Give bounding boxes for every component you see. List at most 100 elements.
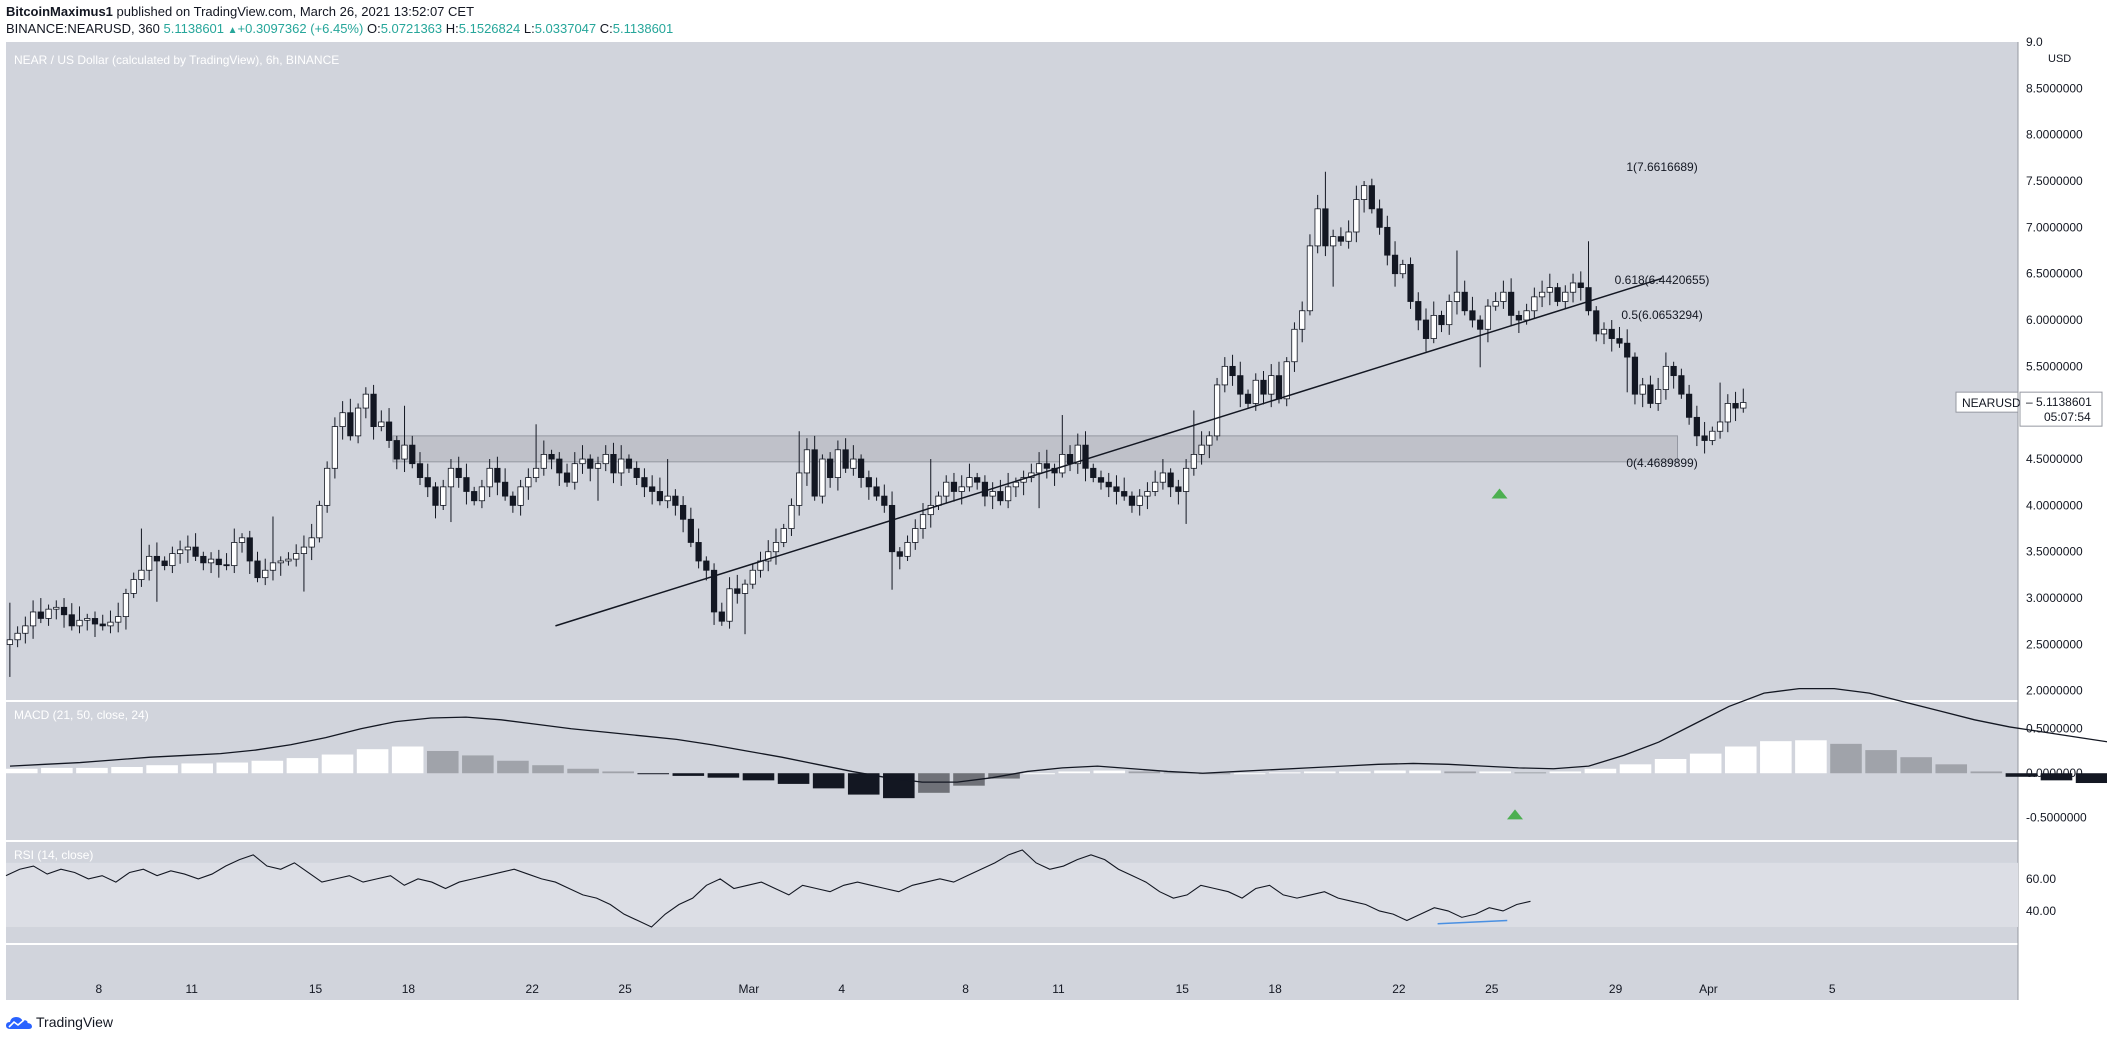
candle-body[interactable] <box>1662 365 1670 390</box>
candle-body[interactable] <box>486 467 493 488</box>
candle-body[interactable] <box>1655 389 1662 404</box>
candle-body[interactable] <box>393 440 400 460</box>
candle-body[interactable] <box>1686 393 1693 418</box>
candle-body[interactable] <box>517 486 524 506</box>
candle-body[interactable] <box>649 486 656 492</box>
candle-body[interactable] <box>1430 314 1437 339</box>
candle-body[interactable] <box>161 560 168 567</box>
candle-body[interactable] <box>1183 467 1190 492</box>
candle-body[interactable] <box>1345 231 1352 242</box>
candle-body[interactable] <box>1461 291 1468 312</box>
candle-body[interactable] <box>1299 310 1306 330</box>
candle-body[interactable] <box>1554 287 1561 302</box>
candle-body[interactable] <box>726 588 733 622</box>
candle-body[interactable] <box>293 553 300 560</box>
candle-body[interactable] <box>316 504 323 539</box>
candle-body[interactable] <box>796 472 803 506</box>
candle-body[interactable] <box>943 481 950 497</box>
candle-body[interactable] <box>362 393 369 409</box>
candle-body[interactable] <box>1740 402 1747 409</box>
candle-body[interactable] <box>285 558 292 562</box>
candle-body[interactable] <box>138 569 145 580</box>
candle-body[interactable] <box>370 393 377 428</box>
candle-body[interactable] <box>1384 226 1391 256</box>
candle-body[interactable] <box>1415 301 1422 321</box>
candle-body[interactable] <box>1175 486 1182 492</box>
candle-body[interactable] <box>200 555 207 564</box>
candle-body[interactable] <box>734 588 741 594</box>
candle-body[interactable] <box>741 583 749 594</box>
candle-body[interactable] <box>1314 208 1321 247</box>
candle-body[interactable] <box>1035 463 1043 474</box>
candle-body[interactable] <box>1709 430 1716 441</box>
candle-body[interactable] <box>262 569 269 579</box>
candle-body[interactable] <box>865 477 872 488</box>
candle-body[interactable] <box>1569 282 1577 293</box>
candle-body[interactable] <box>896 551 903 557</box>
candle-body[interactable] <box>1113 486 1120 492</box>
candle-body[interactable] <box>556 458 563 474</box>
candle-body[interactable] <box>14 632 21 641</box>
candle-body[interactable] <box>618 458 625 474</box>
bullish-divergence-line[interactable] <box>1437 919 1508 925</box>
candle-body[interactable] <box>641 477 648 488</box>
candle-body[interactable] <box>1562 291 1569 302</box>
candle-body[interactable] <box>447 467 455 488</box>
candle-body[interactable] <box>324 467 331 506</box>
candle-body[interactable] <box>184 546 191 551</box>
candle-body[interactable] <box>1237 375 1244 395</box>
candle-body[interactable] <box>53 606 60 610</box>
candlestick-series[interactable] <box>6 171 1747 677</box>
candle-body[interactable] <box>625 458 633 469</box>
chart-canvas[interactable]: NEAR / US Dollar (calculated by TradingV… <box>0 0 2107 1010</box>
candle-body[interactable] <box>1376 208 1383 228</box>
candle-body[interactable] <box>1531 296 1538 312</box>
candle-body[interactable] <box>509 495 516 506</box>
candle-body[interactable] <box>192 546 199 557</box>
candle-body[interactable] <box>703 560 710 571</box>
candle-body[interactable] <box>1732 403 1739 409</box>
candle-body[interactable] <box>331 426 338 469</box>
candle-body[interactable] <box>269 562 277 571</box>
candle-body[interactable] <box>656 491 664 502</box>
macd-line[interactable] <box>9 687 2107 796</box>
candle-body[interactable] <box>1244 393 1252 404</box>
candle-body[interactable] <box>354 407 362 437</box>
candle-body[interactable] <box>772 542 780 553</box>
candle-body[interactable] <box>1059 454 1066 474</box>
candle-body[interactable] <box>6 639 13 645</box>
candle-body[interactable] <box>246 537 253 562</box>
candle-body[interactable] <box>76 619 83 627</box>
candle-body[interactable] <box>1546 287 1553 293</box>
candle-body[interactable] <box>819 458 826 497</box>
candle-body[interactable] <box>1260 379 1267 395</box>
candle-body[interactable] <box>904 542 911 557</box>
candle-body[interactable] <box>525 477 532 488</box>
candle-body[interactable] <box>68 614 75 627</box>
candle-body[interactable] <box>1190 454 1197 469</box>
candle-body[interactable] <box>695 542 702 562</box>
candle-body[interactable] <box>432 486 439 506</box>
candle-body[interactable] <box>1446 301 1453 326</box>
candle-body[interactable] <box>37 611 44 619</box>
candle-body[interactable] <box>254 560 261 579</box>
candle-body[interactable] <box>1508 291 1515 316</box>
candle-body[interactable] <box>1484 305 1492 330</box>
candle-body[interactable] <box>1066 454 1074 465</box>
candle-body[interactable] <box>1368 185 1375 210</box>
candle-body[interactable] <box>857 458 865 478</box>
candle-body[interactable] <box>409 444 416 465</box>
candle-body[interactable] <box>563 472 571 483</box>
candle-body[interactable] <box>1360 185 1368 200</box>
candle-body[interactable] <box>881 495 888 506</box>
candle-body[interactable] <box>1167 472 1174 488</box>
candle-body[interactable] <box>974 477 981 483</box>
candle-body[interactable] <box>1608 328 1615 339</box>
candle-body[interactable] <box>1252 379 1259 404</box>
candle-body[interactable] <box>540 454 547 469</box>
candle-body[interactable] <box>1716 421 1724 432</box>
candle-body[interactable] <box>850 458 857 469</box>
candle-body[interactable] <box>1268 375 1275 395</box>
candle-body[interactable] <box>1577 282 1584 288</box>
candle-body[interactable] <box>1082 444 1089 469</box>
